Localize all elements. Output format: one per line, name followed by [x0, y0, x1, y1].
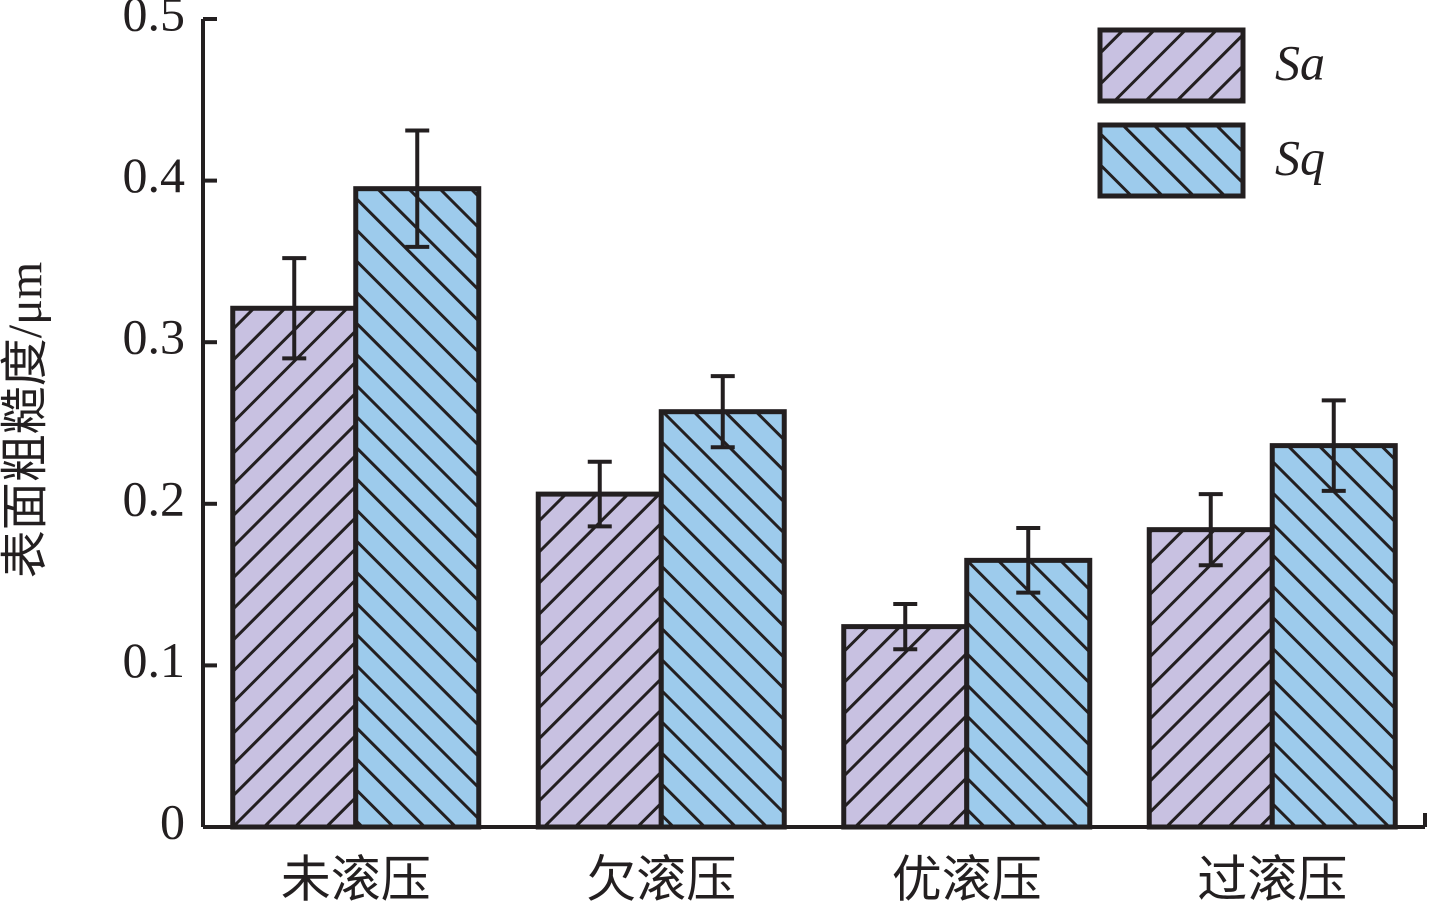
legend-swatch-hatch	[1097, 122, 1246, 199]
bar-hatch	[841, 624, 970, 830]
legend-label: Sa	[1275, 34, 1325, 90]
y-tick-label: 0.2	[123, 470, 186, 526]
y-tick-label: 0.5	[123, 0, 186, 41]
y-tick-label: 0.3	[123, 309, 186, 365]
bar-hatch	[353, 186, 482, 830]
bar-hatch	[230, 305, 359, 830]
legend-swatch-hatch	[1097, 27, 1246, 104]
bar-hatch	[535, 491, 664, 830]
y-axis-label: 表面粗糙度/μm	[0, 262, 52, 578]
bar-hatch	[964, 557, 1093, 830]
bar-hatch	[1146, 527, 1275, 830]
y-tick-label: 0.1	[123, 632, 186, 688]
x-tick-label: 优滚压	[892, 851, 1042, 907]
bar-hatch	[658, 409, 787, 830]
x-tick-label: 过滚压	[1197, 851, 1347, 907]
x-tick-label: 未滚压	[281, 851, 431, 907]
y-tick-label: 0.4	[123, 147, 186, 203]
legend-label: Sq	[1275, 129, 1325, 185]
x-tick-label: 欠滚压	[586, 851, 736, 907]
y-tick-label: 0	[160, 793, 185, 849]
bar-hatch	[1269, 443, 1398, 830]
